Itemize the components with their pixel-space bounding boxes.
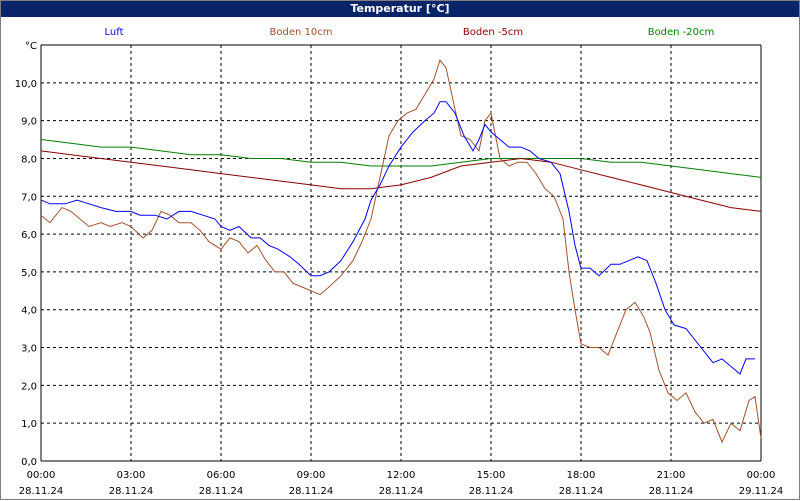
x-tick-date: 28.11.24: [469, 486, 514, 497]
series-line-boden-20cm: [40, 139, 762, 178]
x-tick-date: 28.11.24: [289, 486, 334, 497]
x-tick-time: 00:00: [27, 470, 56, 481]
x-tick-date: 28.11.24: [559, 486, 604, 497]
y-tick-label: 10,0: [15, 79, 37, 90]
legend-entry-luft: Luft: [105, 27, 124, 38]
y-tick-label: 0,0: [21, 457, 37, 468]
x-tick-date: 28.11.24: [199, 486, 244, 497]
chart-title: Temperatur [°C]: [1, 1, 799, 17]
y-tick-label: 5,0: [21, 268, 37, 279]
series-line-boden-10cm: [40, 59, 762, 444]
series-line-boden-5cm: [40, 150, 762, 212]
legend-entry-boden-10cm: Boden 10cm: [270, 27, 333, 38]
x-tick-date: 28.11.24: [109, 486, 154, 497]
y-tick-label: 3,0: [21, 344, 37, 355]
y-tick-label: 6,0: [21, 230, 37, 241]
y-tick-label: 9,0: [21, 117, 37, 128]
y-tick-label: 8,0: [21, 154, 37, 165]
y-tick-label: 1,0: [21, 419, 37, 430]
x-tick-time: 00:00: [747, 470, 776, 481]
x-tick-date: 28.11.24: [649, 486, 694, 497]
x-tick-date: 28.11.24: [19, 486, 64, 497]
series-line-luft: [40, 101, 755, 375]
x-tick-time: 06:00: [207, 470, 236, 481]
x-tick-date: 28.11.24: [379, 486, 424, 497]
x-tick-time: 12:00: [387, 470, 416, 481]
y-axis-unit: °C: [25, 41, 37, 52]
x-tick-time: 21:00: [657, 470, 686, 481]
x-tick-date: 29.11.24: [739, 486, 784, 497]
legend-entry-boden-20cm: Boden -20cm: [648, 27, 715, 38]
y-tick-label: 7,0: [21, 192, 37, 203]
x-tick-time: 09:00: [297, 470, 326, 481]
x-tick-time: 15:00: [477, 470, 506, 481]
y-tick-label: 4,0: [21, 306, 37, 317]
legend-entry-boden-5cm: Boden -5cm: [463, 27, 523, 38]
x-tick-time: 18:00: [567, 470, 596, 481]
x-tick-time: 03:00: [117, 470, 146, 481]
y-tick-label: 2,0: [21, 381, 37, 392]
